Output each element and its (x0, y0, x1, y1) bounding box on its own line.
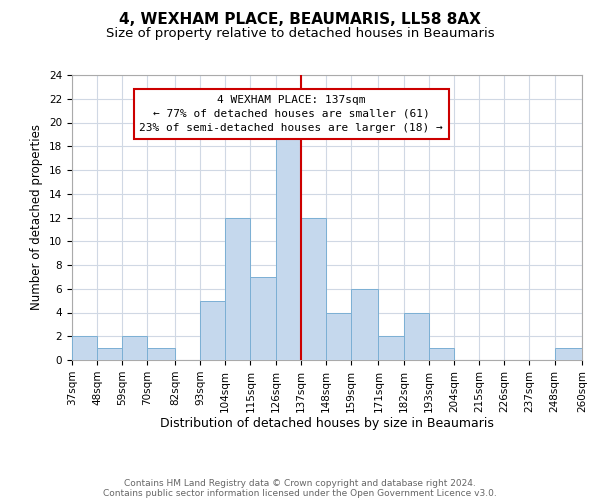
Bar (72, 336, 97, 360)
Bar (275, 122, 301, 360)
Text: Contains HM Land Registry data © Crown copyright and database right 2024.: Contains HM Land Registry data © Crown c… (124, 478, 476, 488)
Bar (326, 312, 351, 360)
Bar (554, 348, 582, 360)
Text: 4, WEXHAM PLACE, BEAUMARIS, LL58 8AX: 4, WEXHAM PLACE, BEAUMARIS, LL58 8AX (119, 12, 481, 28)
Bar (404, 312, 429, 360)
Bar (225, 218, 250, 360)
Bar (301, 218, 326, 360)
Bar (97, 348, 122, 360)
Text: 4 WEXHAM PLACE: 137sqm
← 77% of detached houses are smaller (61)
23% of semi-det: 4 WEXHAM PLACE: 137sqm ← 77% of detached… (139, 95, 443, 133)
Bar (122, 336, 148, 360)
X-axis label: Distribution of detached houses by size in Beaumaris: Distribution of detached houses by size … (160, 418, 494, 430)
Text: Contains public sector information licensed under the Open Government Licence v3: Contains public sector information licen… (103, 488, 497, 498)
Bar (200, 300, 225, 360)
Bar (250, 277, 275, 360)
Y-axis label: Number of detached properties: Number of detached properties (31, 124, 43, 310)
Bar (379, 336, 404, 360)
Bar (429, 348, 454, 360)
Text: Size of property relative to detached houses in Beaumaris: Size of property relative to detached ho… (106, 28, 494, 40)
Bar (148, 348, 175, 360)
Bar (351, 289, 379, 360)
